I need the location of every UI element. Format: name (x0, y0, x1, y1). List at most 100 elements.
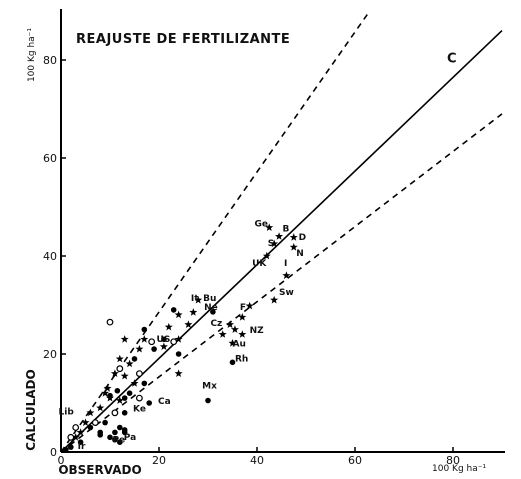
star-point (194, 295, 203, 304)
point-annotation: Rh (235, 354, 248, 364)
star-point (174, 310, 183, 319)
star-point (218, 330, 227, 338)
star-point (270, 239, 279, 248)
filled-circle-point (170, 307, 177, 313)
filled-circle-point (114, 387, 121, 394)
open-circle-point (67, 433, 75, 441)
y-axis-label: CALCULADO (24, 369, 38, 450)
star-point (115, 354, 124, 363)
filled-circle-point (121, 395, 128, 401)
point-annotation: NZ (250, 326, 265, 336)
point-annotation: S (268, 239, 274, 249)
star-point (238, 313, 247, 321)
ticks: 0 20 40 60 80 0 20 40 60 80 (43, 54, 460, 467)
x-axis-label: OBSERVADO (58, 463, 141, 477)
point-annotation: I (284, 259, 287, 269)
star-point (184, 320, 193, 328)
point-annotation: Mx (202, 381, 217, 391)
y-axis-unit: 100 Kg ha⁻¹ (27, 28, 37, 82)
point-annotation: F (240, 303, 246, 313)
x-tick-label: 80 (446, 454, 460, 467)
open-circle-point (111, 409, 119, 417)
filled-circle-point (68, 444, 74, 450)
open-circle-point (170, 338, 178, 346)
point-annotation: Ir (78, 442, 86, 452)
point-annotation: Ge (255, 220, 268, 230)
point-annotation: B (282, 225, 289, 235)
point-annotation: Bu (203, 294, 216, 304)
x-tick-label: 40 (250, 454, 264, 467)
open-circle-point (135, 394, 143, 402)
open-circle-point (148, 338, 156, 346)
star-point (101, 389, 110, 397)
point-annotation: Au (233, 340, 246, 350)
y-tick-label: 40 (43, 250, 57, 263)
filled-circle-point (126, 390, 133, 397)
star-point (245, 301, 254, 310)
star-point (270, 295, 279, 304)
star-point (282, 271, 291, 279)
y-tick-label: 60 (43, 152, 57, 165)
filled-circle-point (63, 446, 69, 453)
filled-circle-point (161, 336, 167, 343)
point-annotation: D (299, 233, 306, 243)
point-annotation: Ke (133, 404, 146, 414)
star-point (115, 396, 124, 404)
filled-circle-point (77, 439, 84, 446)
star-point (110, 369, 119, 377)
x-tick-label: 20 (152, 454, 166, 467)
star-point (230, 325, 239, 333)
filled-circle-point (117, 439, 123, 446)
point-annotation: Cz (210, 319, 222, 329)
star-point (226, 320, 235, 328)
x-axis-unit: 100 Kg ha⁻¹ (432, 464, 486, 474)
open-circle-point (116, 365, 124, 373)
star-point (262, 251, 271, 260)
y-tick-label: 80 (43, 54, 57, 67)
filled-circle-point (121, 410, 128, 416)
star-point (275, 232, 284, 240)
filled-circle-point (175, 351, 182, 357)
star-point (120, 335, 129, 343)
star-point (189, 308, 198, 316)
open-circle-point (106, 318, 114, 326)
filled-circle-point (151, 346, 157, 352)
star-point (164, 322, 173, 331)
star-point (265, 223, 274, 231)
filled-circle-point (229, 359, 236, 366)
filled-circle-point (97, 429, 103, 436)
open-circle-point (135, 370, 143, 378)
point-annotation: US (157, 335, 171, 345)
point-annotation: Pe (112, 436, 125, 446)
star-point (96, 403, 105, 412)
point-annotation: Pa (124, 433, 136, 443)
filled-circle-point (121, 429, 128, 436)
filled-circle-point (112, 436, 118, 443)
point-annotation: It (191, 294, 199, 304)
point-annotation: Ne (204, 303, 218, 313)
point-annotation: Lib (59, 407, 75, 417)
star-point (140, 335, 149, 343)
x-tick-label: 60 (348, 454, 362, 467)
filled-circle-point (205, 397, 211, 404)
point-annotation: N (296, 249, 304, 259)
y-tick-label: 0 (50, 446, 57, 459)
star-point (135, 344, 144, 353)
star-point (86, 408, 95, 417)
filled-circle-point (87, 424, 94, 431)
star-point (289, 242, 298, 251)
filled-circle-point (131, 356, 138, 362)
star-point (159, 342, 168, 351)
star-point (238, 330, 247, 338)
star-point (130, 379, 139, 387)
filled-circle-point (112, 429, 118, 436)
x-tick-label: 0 (58, 454, 65, 467)
filled-circle-point (117, 424, 123, 431)
filled-circle-point (210, 309, 216, 315)
star-point (120, 371, 129, 380)
star-point (81, 418, 90, 426)
confidence-line-dashed (60, 10, 371, 453)
star-point (76, 428, 85, 436)
